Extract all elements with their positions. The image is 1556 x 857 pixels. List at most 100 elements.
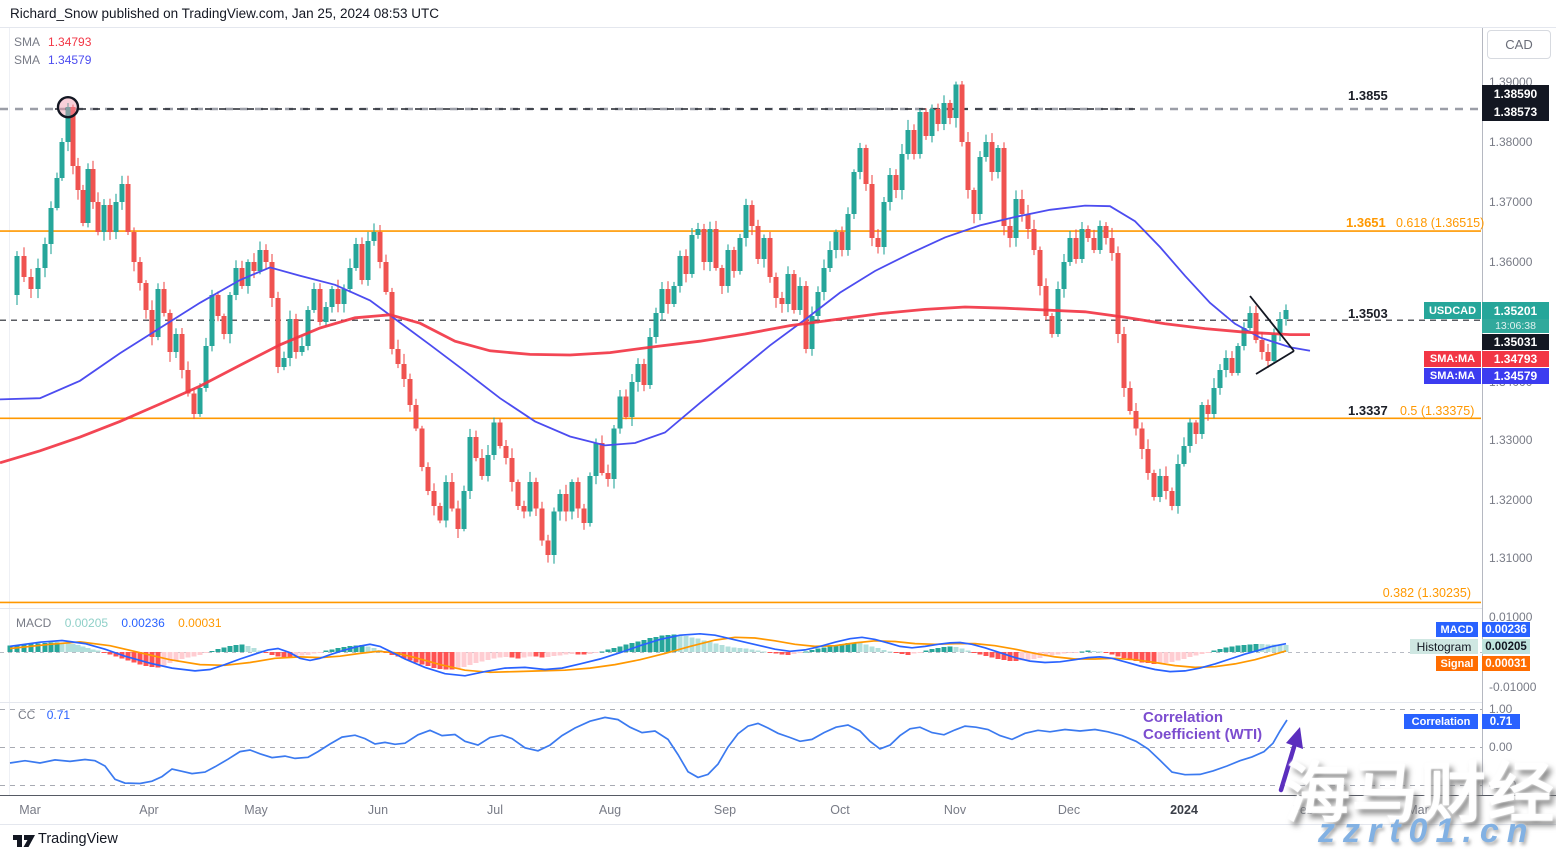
macd-histogram-bar xyxy=(719,645,725,652)
candle-body xyxy=(413,405,419,429)
candle-body xyxy=(149,310,155,337)
macd-histogram-bar xyxy=(90,649,96,652)
macd-legend-hist-value: 0.00205 xyxy=(64,616,109,630)
candle-body xyxy=(335,289,341,304)
sma-slow-legend-label: SMA xyxy=(14,53,41,67)
annotation-arrow-head[interactable] xyxy=(1286,727,1303,749)
macd-histogram-bar xyxy=(48,642,54,652)
candle-body xyxy=(827,250,833,268)
candle-body xyxy=(1019,199,1025,214)
level-label-13337[interactable]: 1.3337 xyxy=(1348,403,1388,418)
fib-label-05[interactable]: 0.5 (1.33375) xyxy=(1400,404,1475,418)
tradingview-logo-icon[interactable] xyxy=(13,832,37,850)
candle-body xyxy=(869,184,875,238)
candle-body xyxy=(21,256,27,277)
macd-histogram-bar xyxy=(767,652,773,653)
candle-body xyxy=(401,364,407,379)
macd-histogram-bar xyxy=(803,651,809,653)
level-label-13651[interactable]: 1.3651 xyxy=(1346,215,1386,230)
macd-histogram-bar xyxy=(671,634,677,652)
macd-histogram-bar xyxy=(659,635,665,652)
candle-body xyxy=(857,148,863,172)
candle-body xyxy=(305,310,311,346)
candle-body xyxy=(191,393,197,414)
correlation-annotation[interactable]: Correlation Coefficient (WTI) xyxy=(1143,709,1262,743)
candle-body xyxy=(14,256,20,295)
fib-label-0618[interactable]: 0.618 (1.36515) xyxy=(1396,216,1485,230)
candle-body xyxy=(1199,405,1205,435)
sma-slow-name-tag: SMA:MA xyxy=(1424,368,1481,384)
macd-histogram-bar xyxy=(761,651,767,653)
candle-body xyxy=(965,142,971,190)
candle-body xyxy=(90,169,96,202)
macd-histogram-bar xyxy=(791,652,797,655)
sma-slow-legend-row[interactable]: SMA 1.34579 xyxy=(14,51,91,69)
macd-histogram-bar xyxy=(353,645,359,652)
macd-histogram-bar xyxy=(389,652,395,655)
macd-histogram-bar xyxy=(167,652,173,664)
candle-body xyxy=(329,289,335,307)
currency-button[interactable]: CAD xyxy=(1487,30,1551,59)
macd-histogram-bar xyxy=(1229,646,1235,652)
macd-histogram-bar xyxy=(113,652,119,657)
sma-fast-legend-row[interactable]: SMA 1.34793 xyxy=(14,33,91,51)
candle-body xyxy=(1133,411,1139,429)
pennant-drawing[interactable] xyxy=(1249,295,1295,375)
macd-histogram-bar xyxy=(1211,650,1217,652)
candle-body xyxy=(407,379,413,406)
candle-body xyxy=(515,482,521,506)
candle-body xyxy=(431,491,437,506)
candle-body xyxy=(575,482,581,509)
level-label-13503[interactable]: 1.3503 xyxy=(1348,306,1388,321)
cc-tick-label: -1.00 xyxy=(1489,778,1517,792)
annotation-arrow-shaft[interactable] xyxy=(1278,744,1297,793)
macd-histogram-bar xyxy=(329,649,335,652)
candle-body xyxy=(1283,310,1289,319)
macd-histogram-bar xyxy=(755,650,761,652)
candle-body xyxy=(503,446,509,458)
macd-histogram-bar xyxy=(1121,652,1127,659)
macd-histogram-bar xyxy=(941,647,947,652)
candle-body xyxy=(227,295,233,334)
candle-body xyxy=(80,190,86,223)
sma-fast-name-tag: SMA:MA xyxy=(1424,351,1481,367)
macd-histogram-bar xyxy=(725,646,731,652)
candle-body xyxy=(42,244,48,268)
macd-histogram-bar xyxy=(557,652,563,656)
candle-body xyxy=(833,232,839,250)
tradingview-brand-text[interactable]: TradingView xyxy=(38,831,118,847)
macd-histogram-bar xyxy=(599,651,605,653)
macd-histogram-bar xyxy=(1013,652,1019,662)
level-label-13855[interactable]: 1.3855 xyxy=(1348,88,1388,103)
price-tick-label: 1.32000 xyxy=(1489,493,1533,507)
macd-histogram-bar xyxy=(85,647,91,652)
price-tick-label: 1.36000 xyxy=(1489,255,1533,269)
macd-histogram-bar xyxy=(305,652,311,655)
macd-legend[interactable]: MACD 0.00205 0.00236 0.00031 xyxy=(16,616,232,630)
macd-histogram-bar xyxy=(1283,644,1289,652)
candle-body xyxy=(257,250,263,271)
candle-body xyxy=(1271,334,1277,361)
fib-label-0382[interactable]: 0.382 (1.30235) xyxy=(1382,586,1471,600)
candle-body xyxy=(341,289,347,304)
candle-body xyxy=(1235,346,1241,373)
candle-body xyxy=(881,202,887,247)
candle-body xyxy=(161,289,167,313)
macd-histogram-bar xyxy=(245,646,251,652)
candle-body xyxy=(797,286,803,310)
macd-histogram-bar xyxy=(563,652,569,655)
prev-close-tag: 1.35031 xyxy=(1482,334,1549,350)
candle-body xyxy=(1187,422,1193,446)
high-circle-marker[interactable] xyxy=(56,95,80,119)
candle-body xyxy=(1163,476,1169,491)
candle-body xyxy=(1091,238,1097,250)
candle-body xyxy=(143,283,149,310)
candle-body xyxy=(155,289,161,337)
macd-histogram-bar xyxy=(629,643,635,652)
candle-body xyxy=(905,130,911,154)
candle-body xyxy=(353,244,359,268)
cc-legend[interactable]: CC 0.71 xyxy=(18,708,70,722)
time-tick-label: May xyxy=(244,803,268,817)
macd-histogram-bar xyxy=(59,642,65,652)
